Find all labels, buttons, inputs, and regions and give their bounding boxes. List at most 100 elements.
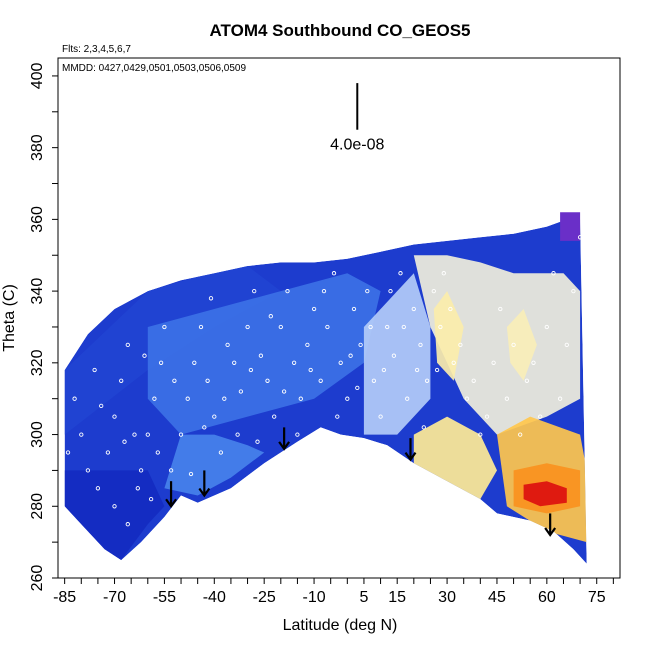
observation-point [331, 271, 337, 276]
x-tick-label: -25 [253, 589, 276, 606]
observation-point [99, 403, 104, 409]
observation-point [368, 324, 373, 330]
x-tick-label: -10 [302, 589, 325, 606]
observation-point [348, 353, 353, 358]
observation-point [385, 324, 390, 330]
x-tick-label: 45 [488, 589, 506, 606]
observation-point [434, 367, 440, 373]
observation-point [371, 378, 377, 383]
observation-point [281, 389, 287, 394]
observation-point [135, 486, 140, 491]
x-tick-label: 30 [438, 589, 456, 606]
x-tick-label: -55 [153, 589, 176, 606]
observation-point [411, 306, 416, 312]
flight-arrow [278, 427, 291, 451]
observation-point [202, 425, 207, 430]
observation-point [192, 360, 197, 365]
y-tick-label: 320 [29, 349, 46, 376]
observation-point [295, 432, 300, 437]
observation-point [172, 378, 177, 383]
observation-point [145, 432, 150, 437]
observation-point [65, 450, 71, 455]
y-tick-label: 360 [29, 206, 46, 233]
observation-point [178, 432, 184, 437]
x-tick-label: -40 [203, 589, 226, 606]
observation-point [188, 471, 194, 477]
observation-point [218, 450, 224, 455]
observation-point [305, 342, 310, 348]
observation-point [285, 288, 290, 294]
x-tick-label: -70 [103, 589, 126, 606]
observation-point [351, 306, 357, 312]
x-tick-label: 15 [388, 589, 406, 606]
observation-point [571, 288, 576, 294]
observation-point [105, 450, 111, 455]
observation-point [138, 468, 144, 473]
heatmap-region [506, 309, 537, 381]
observation-point [365, 288, 370, 294]
x-tick-label: 5 [359, 589, 368, 606]
observation-point [448, 306, 453, 312]
observation-point [148, 496, 154, 502]
observation-point [511, 342, 516, 348]
x-tick-label: 75 [588, 589, 606, 606]
heatmap-region [433, 291, 464, 381]
x-tick-label: -85 [53, 589, 76, 606]
observation-points [65, 235, 583, 527]
observation-point [235, 432, 240, 437]
observation-point [225, 342, 230, 348]
y-axis-label: Theta (C) [1, 284, 18, 352]
flight-arrow [165, 481, 177, 509]
observation-point [248, 367, 254, 373]
observation-point [345, 396, 350, 401]
observation-point [531, 360, 536, 365]
observation-point [421, 425, 426, 430]
observation-point [401, 324, 406, 330]
observation-point [205, 378, 210, 383]
observation-point [92, 367, 97, 373]
flights-label: Flts: 2,3,4,5,6,7 [62, 44, 131, 55]
observation-point [132, 432, 137, 437]
observation-point [431, 288, 436, 294]
observation-point [398, 271, 403, 276]
observation-point [504, 396, 510, 401]
observation-point [321, 288, 327, 294]
heatmap-region [147, 273, 381, 435]
plot-frame [57, 57, 621, 579]
observation-point [544, 324, 549, 330]
heatmap-region [164, 434, 265, 496]
observation-point [168, 468, 174, 473]
observation-point [232, 360, 237, 365]
heatmap-region [523, 481, 567, 507]
observation-point [95, 486, 101, 491]
flight-arrows [165, 427, 557, 537]
observation-point [441, 271, 446, 276]
observation-point [245, 324, 250, 330]
observation-point [378, 414, 383, 419]
observation-point [208, 296, 214, 301]
observation-point [418, 342, 423, 348]
x-tick-label: 60 [538, 589, 556, 606]
observation-point [72, 396, 77, 401]
observation-point [451, 360, 456, 365]
observation-point [158, 360, 164, 365]
chart-title: ATOM4 Southbound CO_GEOS5 [210, 21, 471, 40]
observation-point [125, 342, 130, 348]
y-tick-label: 340 [29, 278, 46, 305]
observation-point [458, 342, 463, 348]
x-axis: -85 -70 -55 -40 -25 -10 5 15 30 45 60 75 [53, 578, 614, 606]
observation-point [268, 314, 273, 319]
observation-point [311, 306, 317, 312]
observation-point [478, 432, 483, 437]
observation-point [557, 396, 563, 401]
observation-point [518, 432, 523, 437]
heatmap-region [560, 212, 581, 241]
x-axis-label: Latitude (deg N) [283, 617, 398, 634]
observation-point [258, 353, 264, 358]
observation-point [471, 378, 476, 383]
observation-point [255, 439, 260, 444]
observation-point [391, 353, 397, 358]
observation-point [325, 324, 330, 330]
heatmap-region [363, 273, 431, 435]
